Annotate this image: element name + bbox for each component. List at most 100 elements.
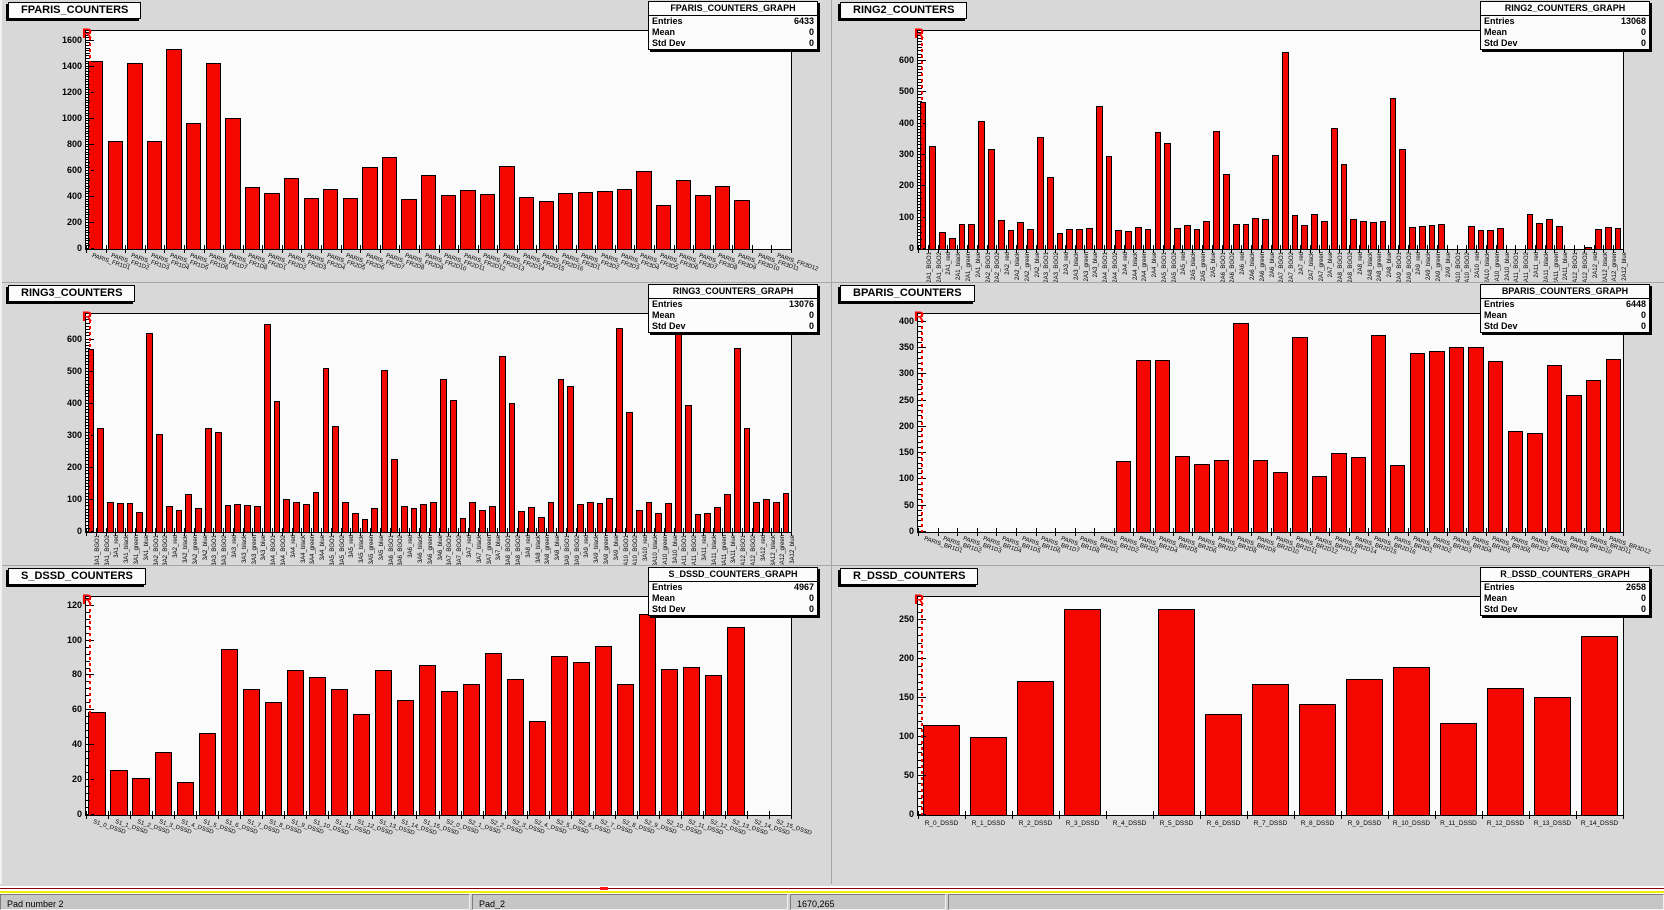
x-axis-bin-tick <box>1486 528 1487 536</box>
y-axis-tick-label: 200 <box>66 216 82 227</box>
y-axis-minor-tick <box>86 104 90 106</box>
stats-row-value: 0 <box>1640 321 1646 331</box>
bar <box>400 506 408 532</box>
bar <box>968 223 976 249</box>
x-axis-bin-tick <box>634 528 635 536</box>
y-axis-minor-tick <box>86 245 90 247</box>
bar <box>449 399 457 532</box>
x-axis-bin-label: 2A3_black <box>1073 252 1080 281</box>
x-axis-bin-tick <box>204 528 205 536</box>
x-axis-bin-tick <box>585 528 586 536</box>
y-axis-minor-tick <box>918 499 922 501</box>
y-axis-minor-tick <box>918 494 922 496</box>
x-axis-bin-tick <box>1114 245 1115 253</box>
pad-1[interactable]: FPARIS_COUNTERS FPARIS_COUNTERS_GRAPH Entr… <box>0 0 832 283</box>
x-axis-bin-tick <box>595 245 596 253</box>
x-axis-bin-label: 3A4_red <box>290 535 297 558</box>
bar <box>459 517 467 532</box>
x-axis-bin-tick <box>1153 528 1154 536</box>
bar <box>462 684 481 815</box>
x-axis-bin-tick <box>262 528 263 536</box>
y-axis-minor-tick <box>918 627 922 629</box>
x-axis-bin-tick <box>1506 245 1507 253</box>
x-axis-bin-tick <box>771 245 772 253</box>
y-axis-minor-tick <box>918 31 922 33</box>
x-axis-bin-label: 2A5_red <box>1181 252 1188 275</box>
y-axis-minor-tick <box>86 237 90 239</box>
y-axis-minor-tick <box>86 89 90 91</box>
x-axis-bin-label: 2A7_red <box>1298 252 1305 275</box>
y-axis-minor-tick <box>918 790 922 792</box>
x-axis-bin-tick <box>108 811 109 819</box>
x-axis-bin-tick <box>155 528 156 536</box>
x-axis-bin-tick <box>1251 245 1252 253</box>
x-axis-bin-tick <box>1515 245 1516 253</box>
x-axis-bin-tick <box>1202 245 1203 253</box>
x-axis-bin-label: 2A3_BGO2 <box>1054 252 1061 283</box>
pad-title-box: RING2_COUNTERS <box>840 2 968 19</box>
bar <box>110 769 128 815</box>
bar <box>538 201 554 249</box>
x-axis-bin-tick <box>448 528 449 536</box>
pad-3[interactable]: RING3_COUNTERS RING3_COUNTERS_GRAPH Entrie… <box>0 283 832 566</box>
pad-5[interactable]: S_DSSD_COUNTERS S_DSSD_COUNTERS_GRAPH Entr… <box>0 566 832 895</box>
x-axis-bin-tick <box>732 245 733 253</box>
red-r-marker: R <box>82 308 93 324</box>
x-axis-bin-label: 3A6_black <box>418 535 425 564</box>
y-axis-minor-tick <box>86 47 90 49</box>
x-axis-bin-tick <box>965 811 966 819</box>
x-axis-bin-tick <box>416 811 417 819</box>
bar <box>617 684 635 815</box>
x-axis-bin-tick <box>527 811 528 819</box>
bar <box>1134 227 1142 249</box>
y-axis-tick-label: 400 <box>66 397 82 408</box>
bar <box>499 166 515 249</box>
y-axis-minor-tick <box>918 436 922 438</box>
y-axis-minor-tick <box>86 37 90 39</box>
bar <box>488 505 496 532</box>
y-axis-minor-tick <box>86 50 90 52</box>
pad-6[interactable]: R_DSSD_COUNTERS R_DSSD_COUNTERS_GRAPH Entr… <box>832 566 1664 895</box>
y-axis-minor-tick <box>86 450 90 452</box>
y-axis-minor-tick <box>918 650 922 652</box>
x-axis-bin-tick <box>1271 245 1272 253</box>
bar <box>469 501 477 532</box>
y-axis-minor-tick <box>918 182 922 184</box>
x-axis-bin-tick <box>106 245 107 253</box>
bar <box>214 431 222 532</box>
x-axis-bin-label: 3A9_BGO2 <box>574 535 581 566</box>
x-axis-bin-label: 2A10_BGO1 <box>1455 252 1462 283</box>
red-dashed-marker-line <box>89 31 91 249</box>
x-axis-bin-label: 3A10_blue <box>672 535 679 564</box>
x-axis-bin-tick <box>194 528 195 536</box>
bar <box>303 197 319 249</box>
stats-row: Mean 0 <box>649 593 817 604</box>
pad-title-box: FPARIS_COUNTERS <box>8 2 142 19</box>
x-axis-bin-tick <box>713 245 714 253</box>
bar <box>264 701 282 815</box>
x-axis-bin-tick <box>1613 245 1614 253</box>
pad-2[interactable]: RING2_COUNTERS RING2_COUNTERS_GRAPH Entrie… <box>832 0 1664 283</box>
x-axis-bin-tick <box>725 811 726 819</box>
pad-4[interactable]: BPARIS_COUNTERS BPARIS_COUNTERS_GRAPH Entr… <box>832 283 1664 566</box>
y-axis-minor-tick <box>86 751 90 753</box>
x-axis-bin-label: 2A1_green <box>966 252 973 282</box>
y-axis-minor-tick <box>918 415 922 417</box>
bar <box>420 503 428 532</box>
bar <box>1526 213 1534 249</box>
x-axis-bin-tick <box>556 528 557 536</box>
x-axis-bin-tick <box>1437 245 1438 253</box>
x-axis-bin-tick <box>595 528 596 536</box>
bar <box>1340 163 1348 249</box>
red-r-marker: R <box>914 25 925 41</box>
x-axis-bin-tick <box>1222 245 1223 253</box>
x-axis-bin-label: 2A1_black <box>956 252 963 281</box>
y-axis-tick-label: 300 <box>898 148 914 159</box>
x-axis-bin-label: 2A4_blue <box>1152 252 1159 278</box>
y-axis-minor-tick <box>86 418 90 420</box>
stats-row-value: 0 <box>1640 593 1646 603</box>
y-axis-minor-tick <box>86 115 90 117</box>
x-axis-bin-tick <box>174 811 175 819</box>
y-axis-minor-tick <box>86 454 90 456</box>
x-axis-bin-tick <box>1435 811 1436 819</box>
